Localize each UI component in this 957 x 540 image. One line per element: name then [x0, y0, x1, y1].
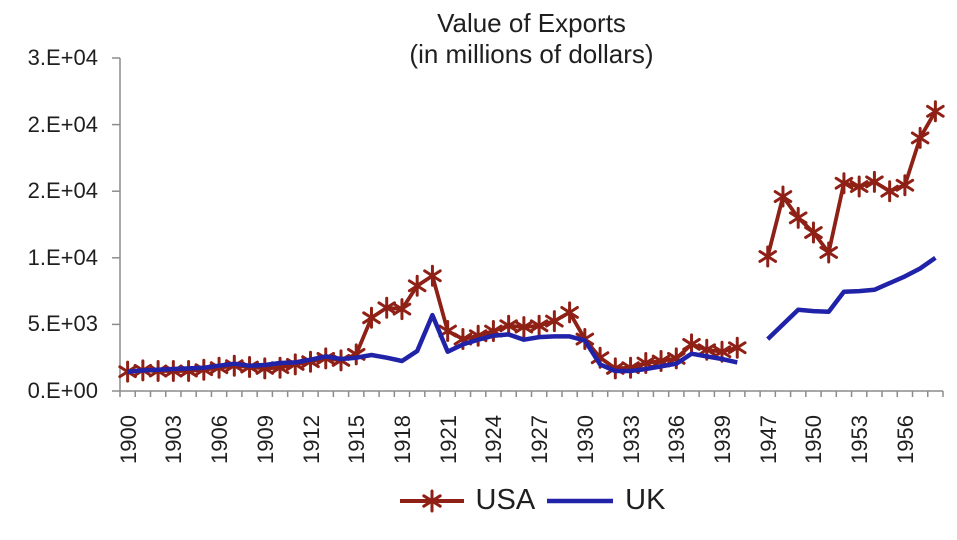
chart-title: Value of Exports (in millions of dollars… [120, 8, 943, 70]
usa-star-marker [910, 131, 930, 145]
legend-item-usa: USA [398, 484, 536, 517]
usa-star-marker [606, 361, 625, 375]
y-axis-tick-label: 2.E+04 [27, 178, 98, 204]
usa-star-marker [484, 324, 503, 338]
x-axis-tick-label: 1933 [618, 415, 644, 464]
usa-star-marker [926, 104, 945, 118]
usa-star-marker [499, 319, 518, 333]
uk-line-icon [547, 498, 614, 503]
x-axis-tick-label: 1915 [344, 415, 370, 464]
usa-star-marker [423, 269, 442, 283]
usa-star-marker [682, 337, 701, 351]
usa-star-marker [834, 176, 854, 190]
x-axis-tick-label: 1939 [710, 415, 735, 464]
usa-star-marker [773, 190, 793, 203]
usa-star-marker [727, 341, 747, 355]
usa-star-marker [849, 180, 869, 193]
usa-star-marker [804, 226, 823, 239]
usa-star-marker [514, 320, 534, 334]
legend-item-uk: UK [545, 484, 665, 517]
usa-star-marker [453, 332, 473, 346]
usa-star-marker [636, 356, 656, 370]
usa-star-marker [560, 305, 579, 319]
usa-star-marker [895, 178, 915, 192]
x-axis-tick-label: 1909 [252, 415, 278, 464]
usa-star-marker [819, 246, 838, 259]
usa-star-marker [666, 351, 686, 365]
x-axis-tick-label: 1953 [847, 415, 873, 464]
legend-label-usa: USA [475, 484, 536, 516]
x-axis-tick-label: 1947 [755, 415, 781, 464]
usa-line-star-icon [399, 489, 464, 512]
usa-star-marker [788, 211, 808, 225]
x-axis-tick-label: 1906 [207, 415, 233, 464]
x-axis-tick-label: 1900 [115, 415, 141, 464]
x-axis-tick-label: 1950 [801, 415, 827, 464]
usa-star-marker [377, 301, 397, 315]
x-axis-tick-label: 1918 [389, 415, 415, 464]
usa-star-marker [545, 314, 564, 328]
y-axis-tick-label: 0.E+00 [27, 378, 98, 403]
usa-star-marker [392, 302, 412, 316]
x-axis-tick-label: 1936 [664, 415, 690, 464]
x-axis-tick-label: 1956 [892, 415, 918, 464]
usa-star-marker [758, 250, 778, 263]
x-axis-tick-label: 1927 [527, 415, 553, 464]
usa-star-marker [529, 319, 549, 333]
usa-star-marker [590, 351, 610, 365]
x-axis-tick-label: 1930 [572, 415, 598, 464]
x-axis-tick-label: 1912 [298, 415, 324, 464]
usa-star-marker [407, 279, 427, 293]
legend: USA UK [120, 484, 943, 517]
chart-title-line2: (in millions of dollars) [409, 39, 654, 69]
y-axis-tick-label: 2.E+04 [27, 111, 98, 137]
usa-star-marker [362, 311, 381, 325]
uk-series-line [127, 255, 937, 374]
usa-star-marker [712, 345, 732, 359]
legend-label-uk: UK [625, 484, 666, 516]
y-axis-tick-label: 3.E+04 [27, 45, 98, 70]
chart-title-line1: Value of Exports [437, 8, 626, 38]
x-axis-tick-label: 1924 [481, 415, 507, 464]
usa-star-marker [697, 343, 717, 357]
usa-star-marker [421, 493, 442, 508]
y-axis-tick-label: 5.E+03 [27, 311, 98, 337]
usa-star-marker [880, 184, 899, 198]
usa-star-marker [651, 354, 671, 368]
x-axis-tick-label: 1921 [435, 415, 461, 464]
y-axis-tick-label: 1.E+04 [27, 244, 98, 270]
x-axis-tick-label: 1903 [161, 415, 187, 464]
usa-star-marker [865, 175, 884, 189]
